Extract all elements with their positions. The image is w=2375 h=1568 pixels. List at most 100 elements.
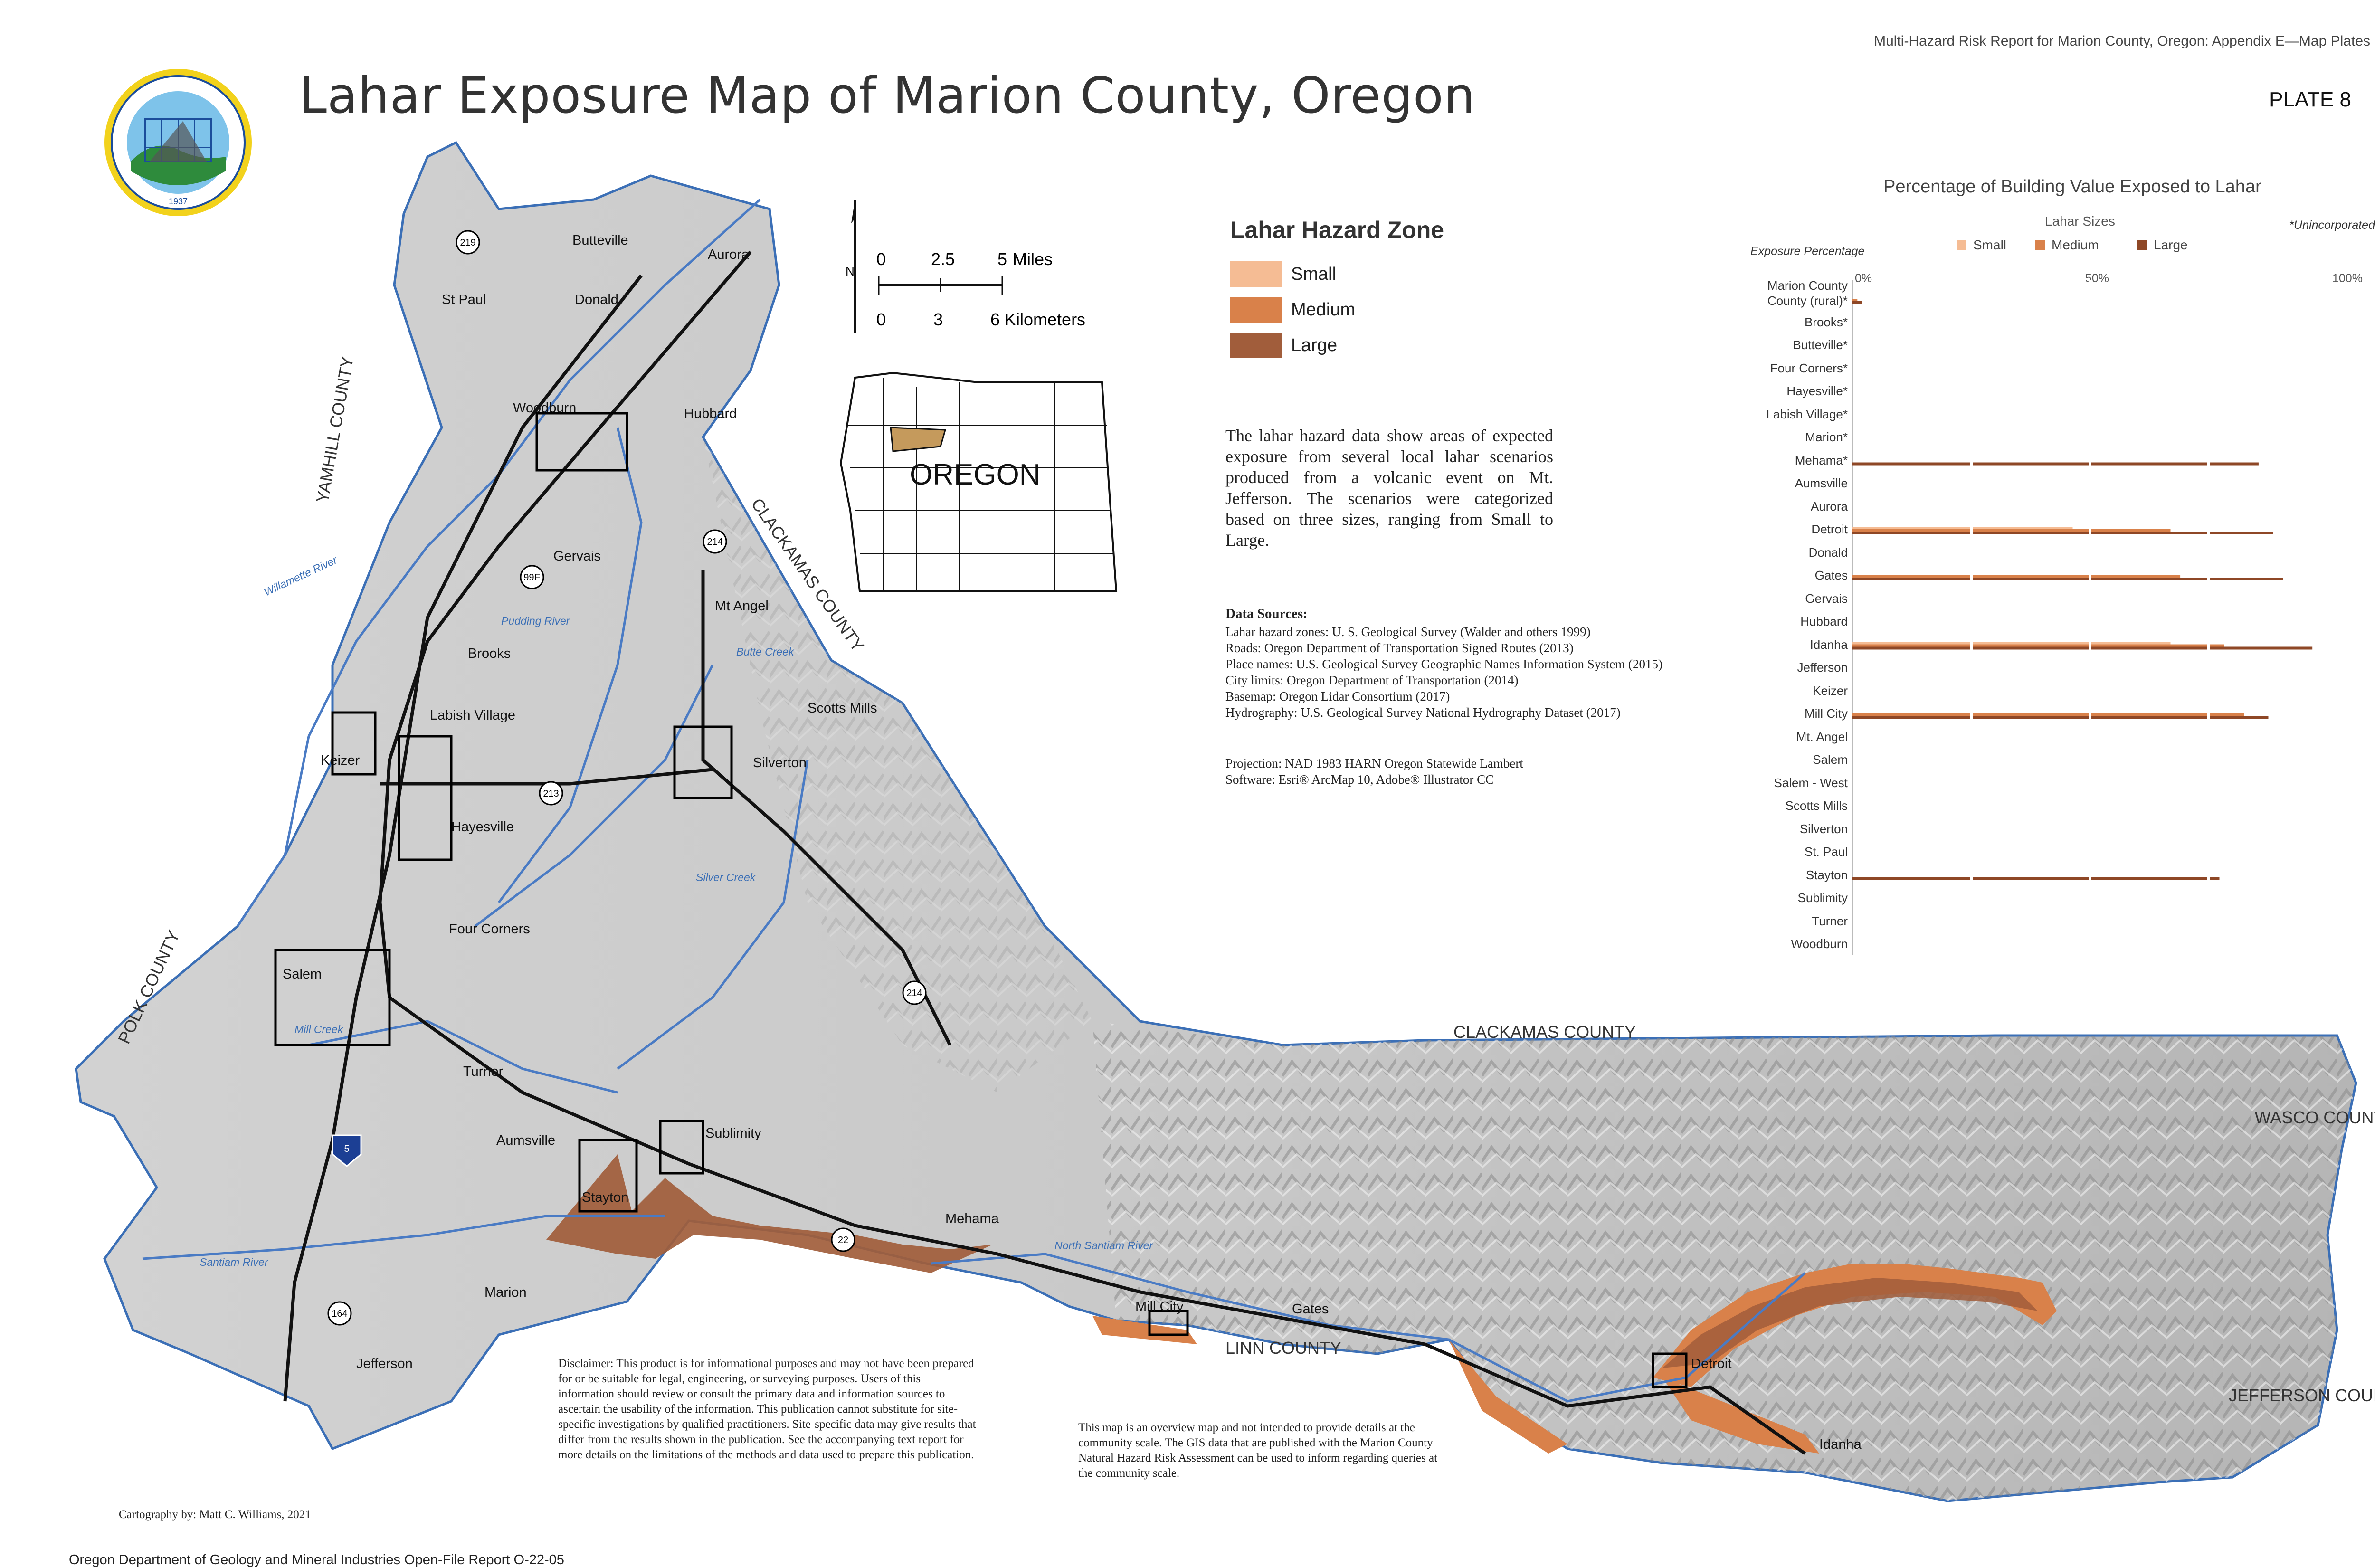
chart-category-label: Labish Village* [1766, 407, 1848, 421]
chart-category-label: Stayton [1805, 867, 1848, 882]
chart-bar-large [1852, 578, 2283, 580]
svg-text:CLACKAMAS COUNTY: CLACKAMAS COUNTY [1454, 1022, 1636, 1042]
chart-legend-title: Lahar Sizes [2045, 214, 2115, 228]
legend-item-medium: Medium [1230, 297, 1355, 323]
svg-text:Santiam River: Santiam River [200, 1256, 269, 1268]
chart-category-label: Gates [1814, 568, 1848, 582]
svg-text:OREGON: OREGON [910, 458, 1041, 491]
svg-text:Mehama: Mehama [945, 1211, 999, 1226]
chart-category-label: Keizer [1813, 683, 1848, 698]
chart-bar-large [1852, 716, 2269, 719]
svg-text:0: 0 [876, 310, 886, 329]
seal-year: 1937 [169, 197, 188, 206]
svg-text:Stayton: Stayton [582, 1190, 628, 1205]
svg-text:JEFFERSON COUNTY: JEFFERSON COUNTY [2229, 1386, 2375, 1405]
svg-text:Butteville: Butteville [572, 233, 628, 248]
legend-swatch-medium [1230, 297, 1282, 323]
data-sources: Data Sources: Lahar hazard zones: U. S. … [1226, 606, 1663, 720]
chart-category-label: Jefferson [1797, 660, 1848, 675]
chart-category-label: Hubbard [1800, 614, 1848, 628]
svg-text:St Paul: St Paul [442, 292, 486, 307]
chart-bar-small [1852, 527, 2073, 530]
city-limits [274, 412, 1688, 1388]
chart-category-label: Turner [1812, 913, 1848, 928]
chart-axis-label: Exposure Percentage [1750, 245, 1865, 258]
svg-text:Keizer: Keizer [321, 753, 360, 768]
projection-info: Projection: NAD 1983 HARN Oregon Statewi… [1226, 756, 1523, 787]
shaded-relief [1092, 1021, 2356, 1501]
chart-category-label: Idanha [1810, 637, 1848, 652]
chart-bar-large [1852, 646, 2313, 650]
river-network [142, 199, 1806, 1403]
svg-text:Hubbard: Hubbard [684, 406, 737, 421]
svg-text:Turner: Turner [463, 1064, 504, 1079]
svg-text:Jefferson: Jefferson [356, 1356, 413, 1371]
svg-text:22: 22 [838, 1235, 848, 1245]
overview-note: This map is an overview map and not inte… [1078, 1421, 1438, 1480]
chart-category-label: St. Paul [1804, 845, 1848, 859]
chart-bar-medium [1852, 644, 2224, 647]
svg-text:Mill City: Mill City [1135, 1299, 1184, 1314]
svg-text:0: 0 [876, 249, 886, 269]
svg-text:WASCO COUNTY: WASCO COUNTY [2255, 1108, 2375, 1127]
chart-bar-large [1852, 462, 2259, 466]
oregon-inset-map: OREGON [839, 371, 1118, 592]
svg-text:Aumsville: Aumsville [496, 1133, 555, 1148]
scale-bar: N 0 2.5 5 Miles 0 3 6 Kilometers [846, 200, 1085, 333]
chart-category-label: Gervais [1805, 591, 1848, 606]
svg-text:Mill Creek: Mill Creek [294, 1023, 344, 1036]
chart-category-label: Silverton [1799, 821, 1848, 836]
chart-legend-small: Small [1957, 238, 2006, 253]
marion-county-highlight [890, 427, 946, 452]
svg-text:Gates: Gates [1292, 1302, 1329, 1317]
svg-text:Hayesville: Hayesville [451, 819, 514, 835]
svg-text:Silverton: Silverton [753, 755, 807, 770]
svg-text:Four Corners: Four Corners [449, 922, 530, 937]
north-arrow: N [846, 264, 855, 278]
chart-category-label: Butteville* [1793, 338, 1848, 352]
svg-text:Detroit: Detroit [1691, 1356, 1731, 1371]
legend-swatch-small [1230, 261, 1282, 287]
chart-category-label: Salem [1813, 752, 1848, 767]
lahar-zone-detroit-large [1653, 1264, 2057, 1387]
svg-text:Marion: Marion [484, 1285, 527, 1300]
chart-category-label: Marion County County (rural)* [1767, 278, 1848, 308]
cartography-credit: Cartography by: Matt C. Williams, 2021 [119, 1508, 311, 1521]
chart-bar-medium [1852, 299, 1858, 302]
lahar-zone-millcity [1092, 1316, 1197, 1344]
svg-text:LINN COUNTY: LINN COUNTY [1226, 1338, 1341, 1358]
svg-text:YAMHILL COUNTY: YAMHILL COUNTY [313, 355, 358, 504]
lahar-zone-stayton [546, 1154, 993, 1273]
svg-text:Labish Village: Labish Village [430, 708, 515, 723]
svg-text:Mt Angel: Mt Angel [715, 599, 769, 614]
svg-text:219: 219 [460, 238, 475, 248]
exposure-bar-chart [1852, 280, 2313, 955]
chart-category-label: Woodburn [1791, 937, 1848, 951]
svg-text:99E: 99E [523, 572, 541, 583]
svg-text:214: 214 [707, 537, 722, 547]
svg-text:Miles: Miles [1013, 249, 1053, 269]
agency-seal: 1937 [104, 69, 252, 216]
chart-bar-small [1852, 642, 2171, 645]
chart-category-label: Aurora [1810, 499, 1848, 513]
chart-note: *Unincorporated [2289, 219, 2375, 232]
svg-text:Brooks: Brooks [468, 646, 511, 661]
svg-text:Idanha: Idanha [1819, 1437, 1862, 1452]
chart-bar-large [1852, 532, 2273, 534]
svg-text:Willamette River: Willamette River [262, 553, 340, 599]
chart-tick-0: 0% [1855, 272, 1872, 285]
chart-bar-medium [1852, 529, 2171, 532]
chart-bar-medium [1852, 713, 2244, 716]
chart-category-label: Salem - West [1774, 775, 1848, 790]
chart-bar-medium [1852, 575, 2181, 578]
chart-title: Percentage of Building Value Exposed to … [1883, 177, 2261, 197]
chart-category-label: Detroit [1811, 522, 1848, 536]
chart-bar-large [1852, 301, 1862, 304]
svg-text:North Santiam River: North Santiam River [1054, 1239, 1153, 1252]
svg-text:2.5: 2.5 [931, 249, 955, 269]
chart-category-label: Marion* [1805, 430, 1848, 444]
svg-text:Gervais: Gervais [553, 549, 601, 564]
svg-text:5: 5 [998, 249, 1007, 269]
svg-text:Aurora: Aurora [708, 247, 750, 262]
